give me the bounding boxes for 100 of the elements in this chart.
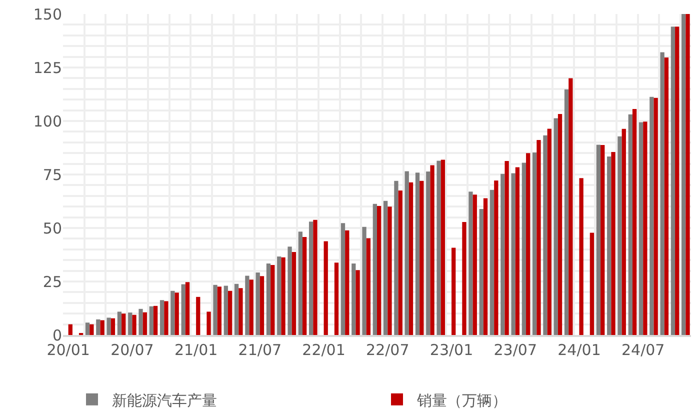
bar [607,156,612,335]
bar [170,290,175,335]
bar [356,270,360,335]
bar [352,264,356,335]
bar [68,324,72,335]
bar [164,301,168,335]
bar [654,98,658,335]
bar [547,128,552,335]
legend-label: 销量（万辆） [416,391,507,410]
bar [149,306,154,335]
bar [266,264,271,335]
bar [472,194,477,335]
bar [217,286,222,335]
bar [308,222,314,335]
bar [408,182,414,335]
bar [110,318,116,335]
bar [404,171,409,335]
bar [122,314,126,335]
bar [643,122,648,335]
bar [543,135,548,335]
bar [468,192,473,335]
bar [628,114,632,335]
bar [430,165,434,335]
bar [436,160,441,335]
bar [366,238,371,335]
bar [532,152,537,335]
bar [85,322,90,335]
bar [622,128,626,335]
bar [515,167,520,335]
bar [440,160,446,335]
x-tick-label: 20/07 [110,340,154,359]
bar [132,314,136,335]
bar [479,208,484,335]
bar [292,252,296,335]
bar [500,174,505,335]
bar [340,223,346,335]
bar [494,180,498,335]
bar [362,226,366,335]
bar [415,172,420,335]
bar [388,206,392,335]
bar [664,57,669,335]
bar [398,190,402,335]
legend-label: 新能源汽车产量 [112,391,217,410]
y-tick-label: 100 [33,112,62,130]
bar [511,173,516,335]
bar [504,161,509,335]
bar [206,312,211,335]
bar [670,26,676,335]
bar [490,190,494,335]
bar [596,144,601,335]
bar [638,122,644,335]
x-tick-label: 22/07 [366,340,410,359]
bar [160,300,164,335]
bar [90,324,94,335]
bar [462,222,466,335]
bar [256,272,260,335]
x-tick-label: 21/01 [174,340,218,359]
x-tick-label: 24/01 [558,340,601,359]
bar [650,96,654,335]
y-tick-label: 75 [42,166,62,184]
y-tick-label: 50 [42,219,62,238]
bar [174,292,179,335]
bar [536,140,541,335]
bar [558,114,562,335]
bar [100,320,104,335]
bar [106,318,111,335]
y-tick-label: 150 [33,5,62,24]
bar [324,241,328,335]
bar [452,248,456,335]
bar [153,306,158,335]
bar [568,78,573,335]
bar [618,136,622,335]
bar [196,296,200,335]
bar [579,178,584,335]
x-tick-label: 21/07 [238,340,282,359]
bar [426,172,430,335]
bar [249,280,254,335]
bar [181,284,186,335]
bar [345,230,350,335]
y-tick-label: 25 [42,272,62,291]
bar [213,284,218,335]
bar [564,89,569,335]
bar [420,180,424,335]
bar [686,14,690,335]
bar [394,180,398,335]
bar [590,232,594,335]
bar [600,144,605,335]
bar [632,109,637,335]
bar [281,257,286,335]
bar [554,118,558,335]
bar [383,200,388,335]
bar [224,286,228,335]
bar [660,52,664,335]
bar [682,14,686,335]
y-tick-label: 125 [33,58,62,77]
bar [117,312,122,335]
bar [245,276,250,335]
bar [302,236,307,335]
bar [377,206,382,335]
bar [522,162,526,335]
